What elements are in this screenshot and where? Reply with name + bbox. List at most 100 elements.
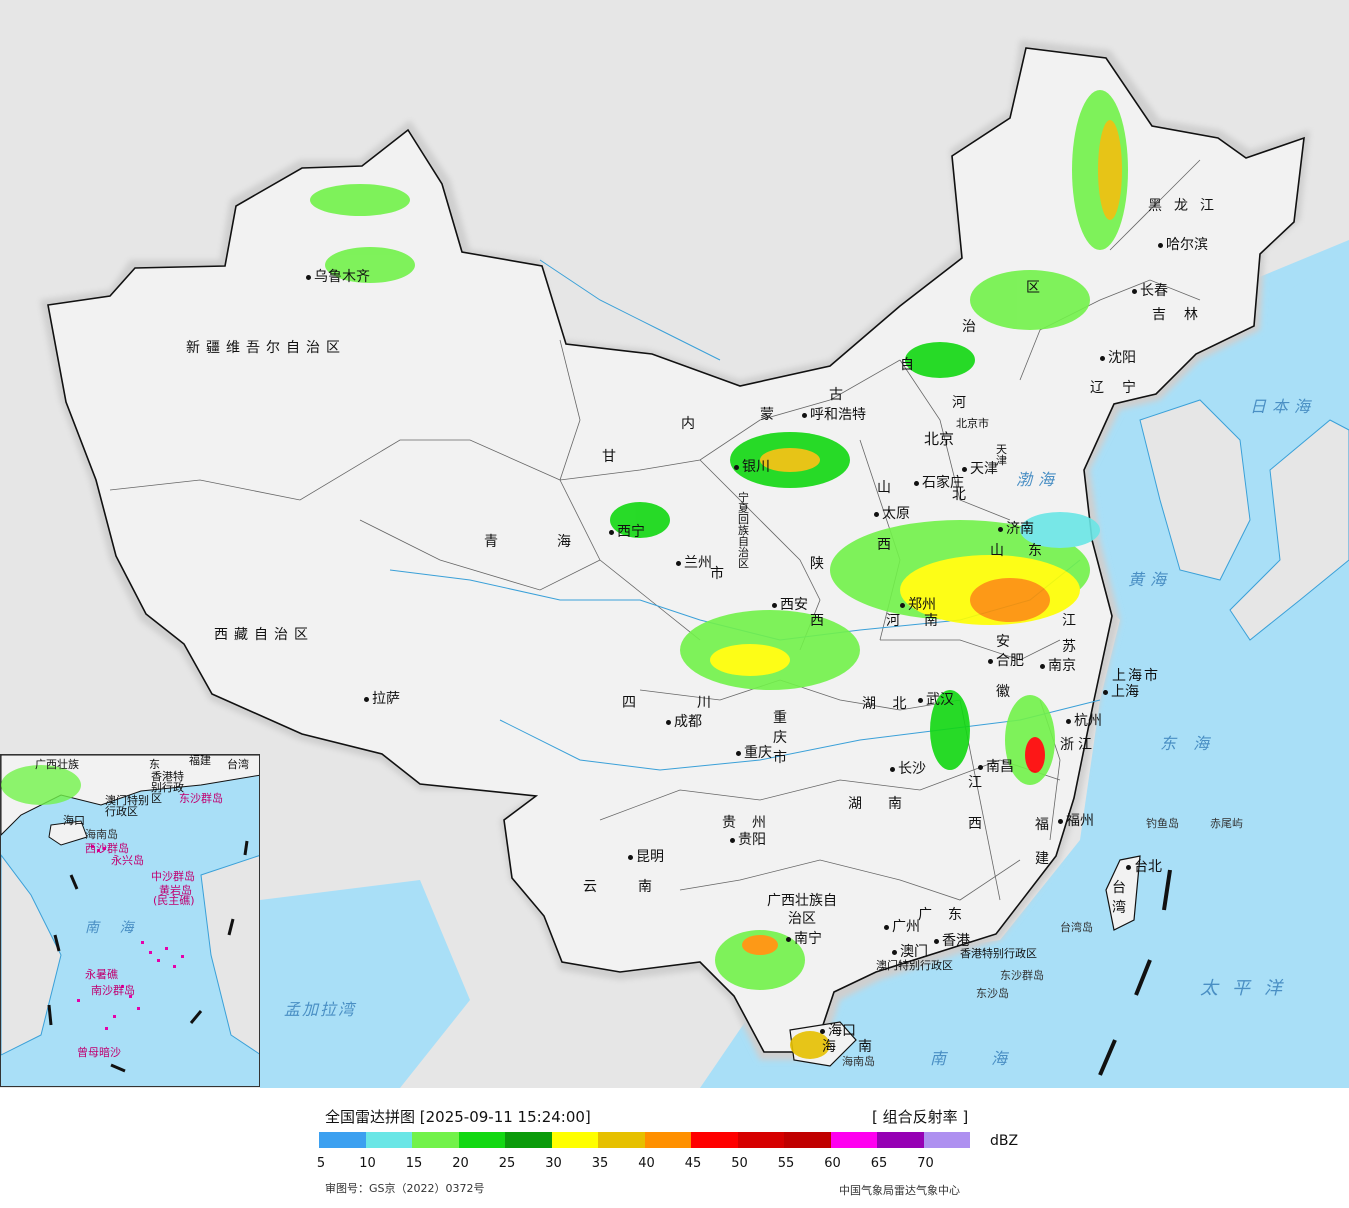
city-hangzhou[interactable]: 杭州 xyxy=(1066,714,1102,728)
province-neimenggu-5: 治 xyxy=(962,319,976,335)
inset-label-yongxing: 永兴岛 xyxy=(111,854,144,867)
island-dongsha-islands: 东沙群岛 xyxy=(1000,969,1044,982)
province-gansu-suffix: 市 xyxy=(710,566,724,582)
review-number: 审图号：GS京（2022）0372号 xyxy=(325,1182,485,1195)
tick-label: 30 xyxy=(545,1156,562,1171)
color-swatch-10 xyxy=(365,1132,412,1148)
city-shanghai[interactable]: 上海 xyxy=(1103,685,1139,699)
city-chengdu[interactable]: 成都 xyxy=(666,715,702,729)
city-kunming[interactable]: 昆明 xyxy=(628,850,664,864)
tick-label: 15 xyxy=(405,1156,423,1171)
province-gansu: 甘 xyxy=(602,449,616,465)
japan-islands xyxy=(1229,419,1349,641)
radar-map[interactable]: 新疆维吾尔自治区 西藏自治区 青 海 甘 四 川 内 蒙 古 自 治 区 黑龙江… xyxy=(0,0,1349,1088)
city-hongkong[interactable]: 香港 xyxy=(934,934,970,948)
city-fuzhou[interactable]: 福州 xyxy=(1058,814,1094,828)
city-harbin[interactable]: 哈尔滨 xyxy=(1158,238,1208,252)
south-china-sea-inset[interactable]: 广西壮族 东 福建 台湾 香港特别行政区 澳门特别行政区 东沙群岛 海口 海南岛… xyxy=(0,754,260,1087)
city-zhengzhou[interactable]: 郑州 xyxy=(900,598,936,612)
city-lanzhou[interactable]: 兰州 xyxy=(676,556,712,570)
province-neimenggu-1: 内 xyxy=(681,416,695,432)
province-shandong-2: 东 xyxy=(1028,543,1042,559)
city-guangzhou[interactable]: 广州 xyxy=(884,920,920,934)
city-nanning[interactable]: 南宁 xyxy=(786,932,822,946)
city-tianjin[interactable]: 天津 xyxy=(962,462,998,476)
city-hohhot[interactable]: 呼和浩特 xyxy=(802,408,866,422)
inset-label-macau: 澳门特别行政区 xyxy=(105,794,149,818)
city-wuhan[interactable]: 武汉 xyxy=(918,693,954,707)
province-hainan: 海南 xyxy=(822,1039,894,1055)
islands-dots xyxy=(77,845,184,1030)
province-qinghai-1: 青 xyxy=(484,534,498,550)
city-nanchang[interactable]: 南昌 xyxy=(978,760,1014,774)
province-henan-1: 河 xyxy=(886,613,900,629)
legend-title: 全国雷达拼图 [2025-09-11 15:24:00] xyxy=(325,1108,591,1126)
island-dongsha: 东沙岛 xyxy=(976,987,1009,1000)
inset-label-dongsha: 东沙群岛 xyxy=(179,792,223,805)
tick-label: 20 xyxy=(452,1156,469,1171)
city-haikou[interactable]: 海口 xyxy=(820,1024,856,1038)
province-hubei: 湖 北 xyxy=(862,696,913,712)
color-swatch-45 xyxy=(691,1132,738,1148)
province-guangxi: 广西壮族自治区 xyxy=(767,893,837,927)
inset-label-xisha: 西沙群岛 xyxy=(85,842,129,855)
province-jiangxi-2: 西 xyxy=(968,816,982,832)
sea-bohai: 渤海 xyxy=(1016,470,1061,489)
inset-label-hk: 香港特别行政区 xyxy=(151,770,184,805)
city-changchun[interactable]: 长春 xyxy=(1132,284,1168,298)
province-liaoning: 辽宁 xyxy=(1090,380,1154,396)
province-qinghai-2: 海 xyxy=(557,534,571,550)
province-henan-2: 南 xyxy=(924,613,938,629)
province-hebei-1: 河 xyxy=(952,395,966,411)
city-urumqi[interactable]: 乌鲁木齐 xyxy=(306,270,370,284)
province-hk: 香港特别行政区 xyxy=(960,947,1037,960)
province-chongqing: 重庆市 xyxy=(773,710,787,766)
city-changsha[interactable]: 长沙 xyxy=(890,762,926,776)
legend-product: [ 组合反射率 ] xyxy=(872,1108,969,1126)
city-shijiazhuang[interactable]: 石家庄 xyxy=(914,476,964,490)
color-swatch-20 xyxy=(458,1132,505,1148)
province-shaanxi-2: 西 xyxy=(810,613,824,629)
city-macau[interactable]: 澳门 xyxy=(892,945,928,959)
sea-donghai: 东 海 xyxy=(1160,734,1216,753)
color-swatch-30 xyxy=(551,1132,598,1148)
color-swatch-40 xyxy=(644,1132,691,1148)
province-hunan-2: 南 xyxy=(888,796,902,812)
map-base xyxy=(40,40,1349,1088)
city-taipei[interactable]: 台北 xyxy=(1126,860,1162,874)
color-swatch-55 xyxy=(784,1132,831,1148)
sea-ribenhai: 日本海 xyxy=(1250,397,1317,416)
province-shanxi-1: 山 xyxy=(877,480,891,496)
korea-peninsula xyxy=(1139,399,1251,581)
tick-label: 70 xyxy=(917,1156,934,1171)
city-shenyang[interactable]: 沈阳 xyxy=(1100,351,1136,365)
province-sichuan-1: 四 xyxy=(622,695,636,711)
color-swatch-60 xyxy=(830,1132,877,1148)
island-taiwan: 台湾岛 xyxy=(1060,921,1093,934)
color-swatch-50 xyxy=(737,1132,784,1148)
city-yinchuan[interactable]: 银川 xyxy=(734,460,770,474)
city-beijing[interactable]: 北京 xyxy=(924,430,955,448)
inset-label-haikou: 海口 xyxy=(63,814,85,827)
city-guiyang[interactable]: 贵阳 xyxy=(730,833,766,847)
inset-label-minzhu: (民主礁) xyxy=(153,894,195,907)
inset-label-guangdong: 东 xyxy=(149,758,160,771)
city-hefei[interactable]: 合肥 xyxy=(988,654,1024,668)
inset-label-zengmu: 曾母暗沙 xyxy=(77,1046,121,1059)
color-swatch-35 xyxy=(598,1132,645,1148)
color-swatch-5 xyxy=(319,1132,366,1148)
sea-mengjialawan: 孟加拉湾 xyxy=(284,1000,357,1019)
city-xining[interactable]: 西宁 xyxy=(609,525,645,539)
city-xian[interactable]: 西安 xyxy=(772,598,808,612)
city-jinan[interactable]: 济南 xyxy=(998,522,1034,536)
city-nanjing[interactable]: 南京 xyxy=(1040,659,1076,673)
province-yunnan-2: 南 xyxy=(638,879,652,895)
color-swatch-70 xyxy=(923,1132,970,1148)
tick-label: 10 xyxy=(359,1156,376,1171)
city-chongqing[interactable]: 重庆 xyxy=(736,746,772,760)
province-macau: 澳门特别行政区 xyxy=(876,959,953,972)
city-taiyuan[interactable]: 太原 xyxy=(874,507,910,521)
province-hunan-1: 湖 xyxy=(848,796,862,812)
province-tianjin: 天津 xyxy=(996,443,1007,467)
city-lhasa[interactable]: 拉萨 xyxy=(364,692,400,706)
